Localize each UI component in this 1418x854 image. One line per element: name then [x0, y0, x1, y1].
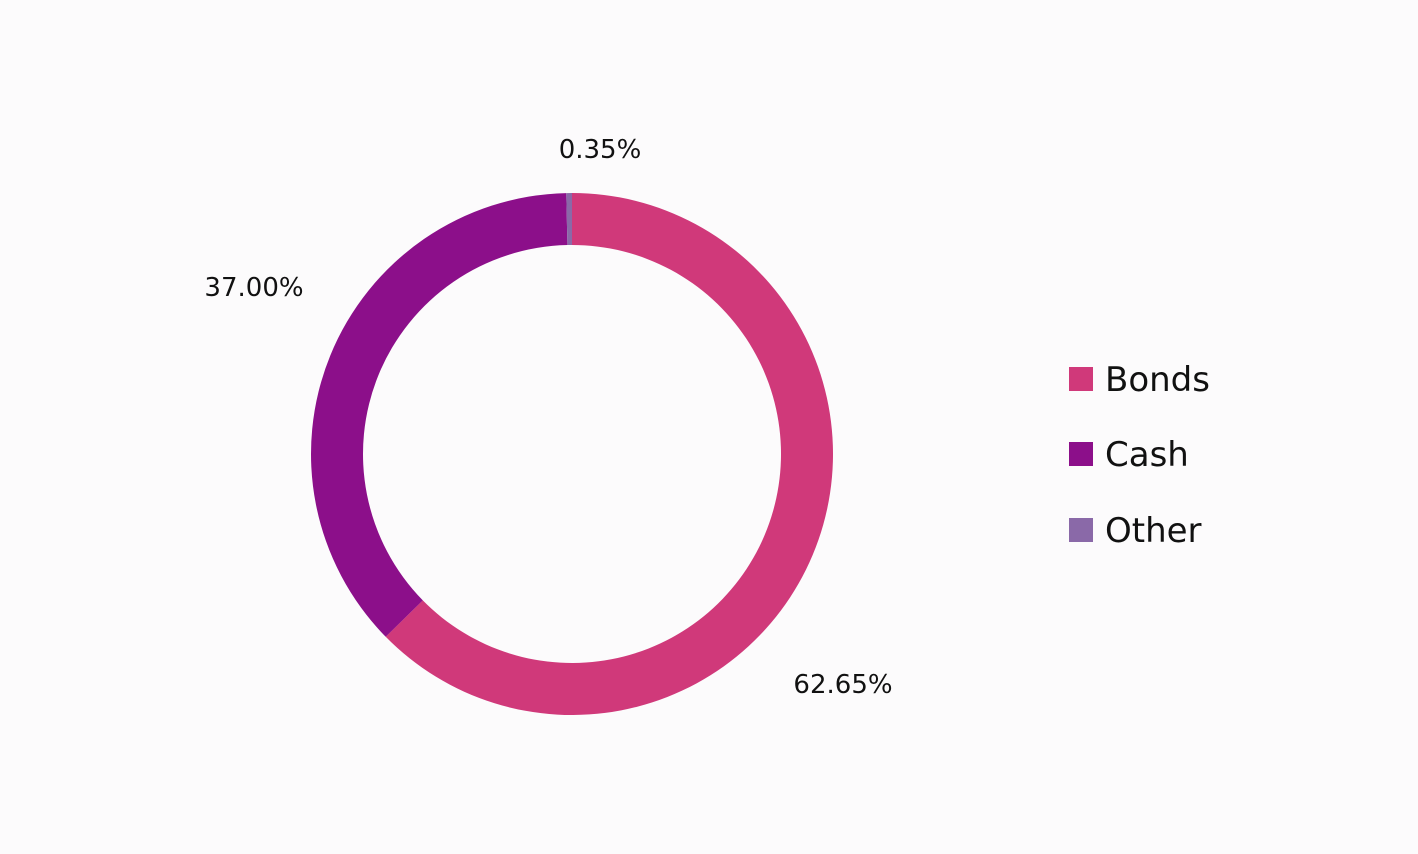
donut-slices: [311, 193, 833, 715]
legend: Bonds Cash Other: [1069, 360, 1210, 551]
donut-slice-other: [566, 193, 572, 246]
legend-label-other: Other: [1105, 511, 1202, 551]
legend-item-other: Other: [1069, 511, 1202, 551]
donut-slice-bonds: [385, 193, 833, 715]
legend-item-bonds: Bonds: [1069, 360, 1210, 400]
legend-item-cash: Cash: [1069, 435, 1189, 475]
legend-label-bonds: Bonds: [1105, 360, 1210, 400]
donut-slice-cash: [311, 193, 568, 637]
legend-label-cash: Cash: [1105, 435, 1189, 475]
data-label-bonds: 62.65%: [793, 670, 892, 700]
data-label-cash: 37.00%: [204, 273, 303, 303]
legend-swatch-bonds: [1069, 367, 1093, 391]
data-label-other: 0.35%: [559, 135, 642, 165]
data-labels: 62.65% 37.00% 0.35%: [204, 135, 892, 700]
legend-swatch-cash: [1069, 442, 1093, 466]
legend-swatch-other: [1069, 518, 1093, 542]
